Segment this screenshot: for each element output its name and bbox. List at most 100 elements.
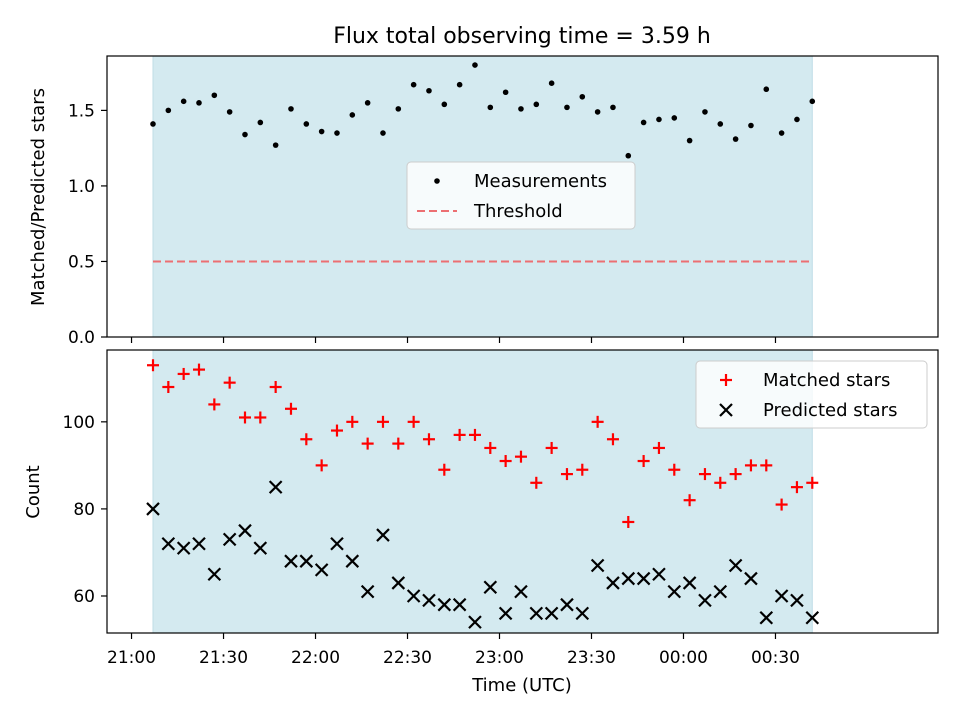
matched-star-point (591, 415, 604, 428)
matched-stars-layer (146, 359, 819, 528)
measurement-point (686, 137, 693, 144)
predicted-star-point (176, 541, 191, 555)
measurement-point (487, 104, 494, 111)
measurement-point (748, 122, 754, 129)
matched-star-point (361, 437, 374, 450)
measurement-point (380, 130, 386, 136)
predicted-star-point (452, 597, 467, 612)
measurement-point (303, 121, 310, 127)
predicted-star-point (468, 615, 482, 629)
matched-star-point (254, 411, 267, 424)
predicted-star-point (713, 584, 728, 599)
measurement-point (794, 116, 800, 123)
matched-star-point (330, 424, 343, 437)
measurement-point (548, 80, 555, 86)
matched-star-point (714, 476, 727, 489)
predicted-star-point (667, 584, 682, 599)
matched-star-point (622, 515, 635, 528)
measurement-point (702, 109, 708, 115)
legend-predicted-label: Predicted stars (763, 400, 897, 421)
top-ytick-label: 1.0 (68, 177, 95, 197)
matched-star-point (146, 359, 159, 372)
matched-star-point (530, 476, 543, 489)
measurement-point (671, 115, 678, 121)
predicted-star-point (790, 593, 804, 608)
bottom-ytick-label: 100 (63, 413, 95, 433)
bottom-y-axis-label: Count (23, 465, 44, 518)
predicted-star-point (498, 606, 513, 621)
predicted-star-point (544, 606, 559, 621)
matched-star-point (668, 463, 681, 476)
matched-star-point (468, 428, 481, 441)
matched-star-point (407, 415, 420, 428)
predicted-star-point (529, 606, 544, 621)
measurement-point (456, 81, 463, 88)
predicted-star-point (406, 589, 421, 603)
bottom-legend: Matched stars Predicted stars (695, 360, 928, 429)
matched-star-point (545, 441, 558, 454)
matched-star-point (376, 415, 389, 428)
predicted-stars-layer (146, 480, 820, 629)
predicted-star-point (682, 576, 697, 590)
measurement-point (518, 106, 524, 112)
predicted-star-point (437, 597, 452, 612)
predicted-star-point (514, 584, 528, 599)
measurement-point (640, 119, 647, 126)
predicted-star-point (253, 541, 268, 555)
matched-star-point (760, 459, 773, 472)
measurement-point (610, 104, 616, 111)
measurement-point (763, 86, 770, 93)
measurement-point (732, 136, 739, 142)
top-panel: 0.0 0.5 1.0 1.5 Matched/Predicted stars Mea… (28, 55, 939, 348)
measurement-point (226, 109, 233, 115)
top-ytick-label: 1.5 (68, 101, 95, 121)
matched-star-point (315, 459, 328, 472)
predicted-star-point (483, 580, 498, 595)
measurement-point (564, 104, 570, 111)
predicted-star-point (192, 536, 206, 551)
measurement-point (196, 100, 202, 106)
predicted-star-point (161, 536, 176, 551)
matched-star-point (683, 494, 696, 507)
measurement-point (257, 119, 264, 126)
predicted-star-point (636, 571, 651, 586)
legend-threshold-label: Threshold (473, 201, 563, 222)
measurement-point (809, 98, 816, 105)
matched-star-point (238, 411, 251, 424)
xtick-label: 23:00 (475, 648, 524, 668)
matched-star-point (284, 402, 297, 415)
matched-star-point (744, 459, 757, 472)
matched-star-point (223, 376, 236, 389)
measurement-point (165, 107, 172, 114)
chart-title: Flux total observing time = 3.59 h (333, 24, 711, 49)
top-measurements-layer (150, 62, 816, 159)
matched-star-point (300, 433, 313, 446)
legend-matched-label: Matched stars (763, 370, 890, 391)
matched-star-point (438, 463, 451, 476)
matched-star-point (269, 381, 282, 394)
measurement-point (410, 81, 417, 88)
predicted-star-point (774, 589, 789, 603)
matched-star-point (514, 450, 527, 463)
matched-star-point (192, 363, 205, 376)
measurement-point (533, 101, 540, 108)
measurement-point (625, 152, 632, 159)
predicted-star-point (268, 480, 283, 494)
measurement-point (349, 112, 356, 118)
measurement-point (502, 89, 509, 96)
top-ytick-label: 0.0 (68, 328, 95, 348)
predicted-star-point (222, 532, 237, 547)
xtick-label: 22:00 (291, 648, 340, 668)
xtick-label: 21:00 (107, 648, 156, 668)
predicted-star-point (299, 554, 314, 568)
measurement-point (778, 130, 785, 136)
measurement-point (656, 116, 662, 123)
matched-star-point (346, 415, 359, 428)
xtick-label: 22:30 (383, 648, 432, 668)
measurement-point (272, 142, 279, 148)
matched-star-point (499, 455, 512, 468)
top-ytick-label: 0.5 (68, 252, 95, 272)
xtick-label: 21:30 (199, 648, 248, 668)
matched-star-point (453, 428, 466, 441)
predicted-star-point (652, 567, 666, 582)
